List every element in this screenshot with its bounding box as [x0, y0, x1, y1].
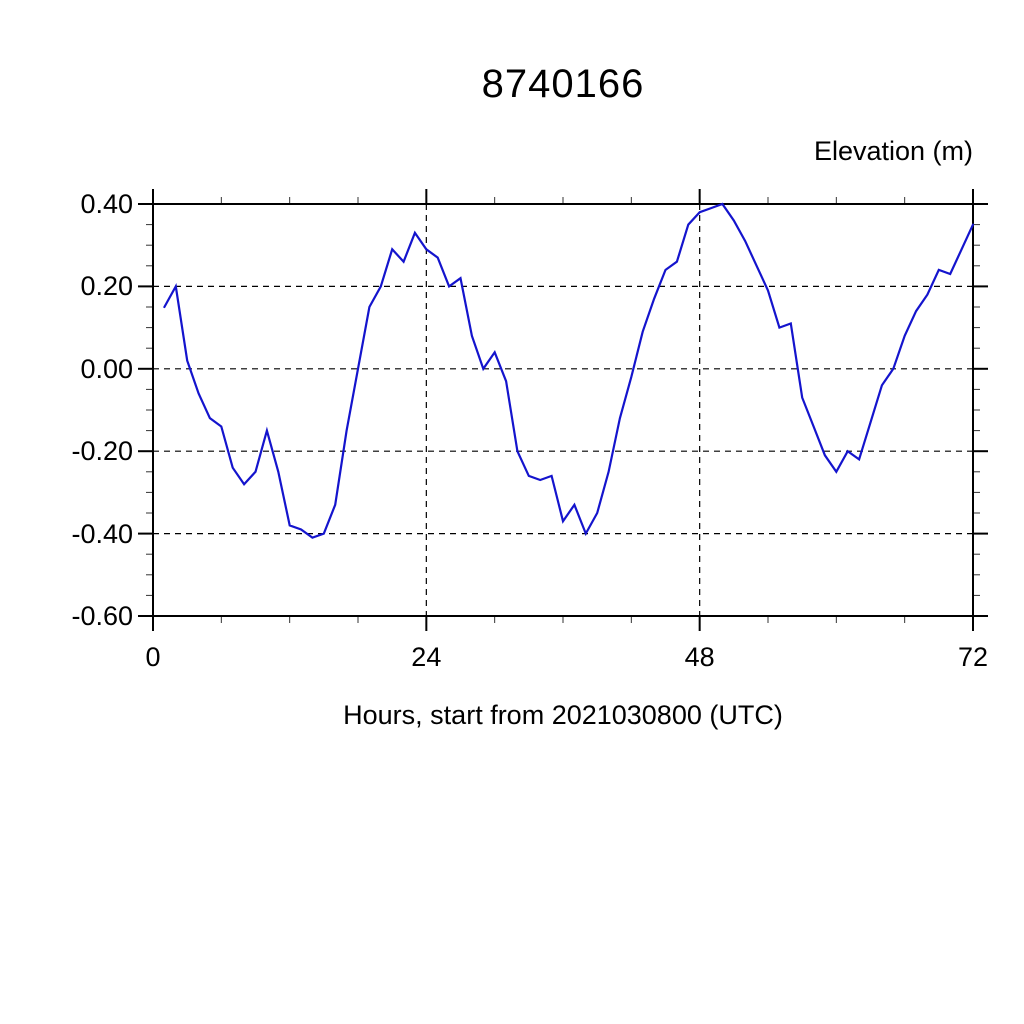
- x-tick-label: 48: [684, 642, 715, 672]
- x-tick-label: 0: [145, 642, 161, 672]
- data-line-elevation: [163, 202, 975, 539]
- y-tick-label: 0.20: [80, 271, 133, 302]
- plot-frame: [152, 203, 974, 617]
- x-axis-title: Hours, start from 2021030800 (UTC): [343, 700, 783, 730]
- y-tick-label: 0.40: [80, 189, 133, 219]
- y-tick-label: -0.20: [71, 436, 133, 467]
- y-tick-label: 0.00: [80, 353, 133, 384]
- x-tick-label: 24: [411, 642, 442, 672]
- y-axis-unit-label: Elevation (m): [813, 136, 973, 166]
- y-tick-label: -0.60: [71, 601, 133, 631]
- y-tick-label: -0.40: [71, 518, 133, 549]
- x-tick-label: 72: [957, 642, 989, 672]
- chart-title: 8740166: [481, 62, 645, 106]
